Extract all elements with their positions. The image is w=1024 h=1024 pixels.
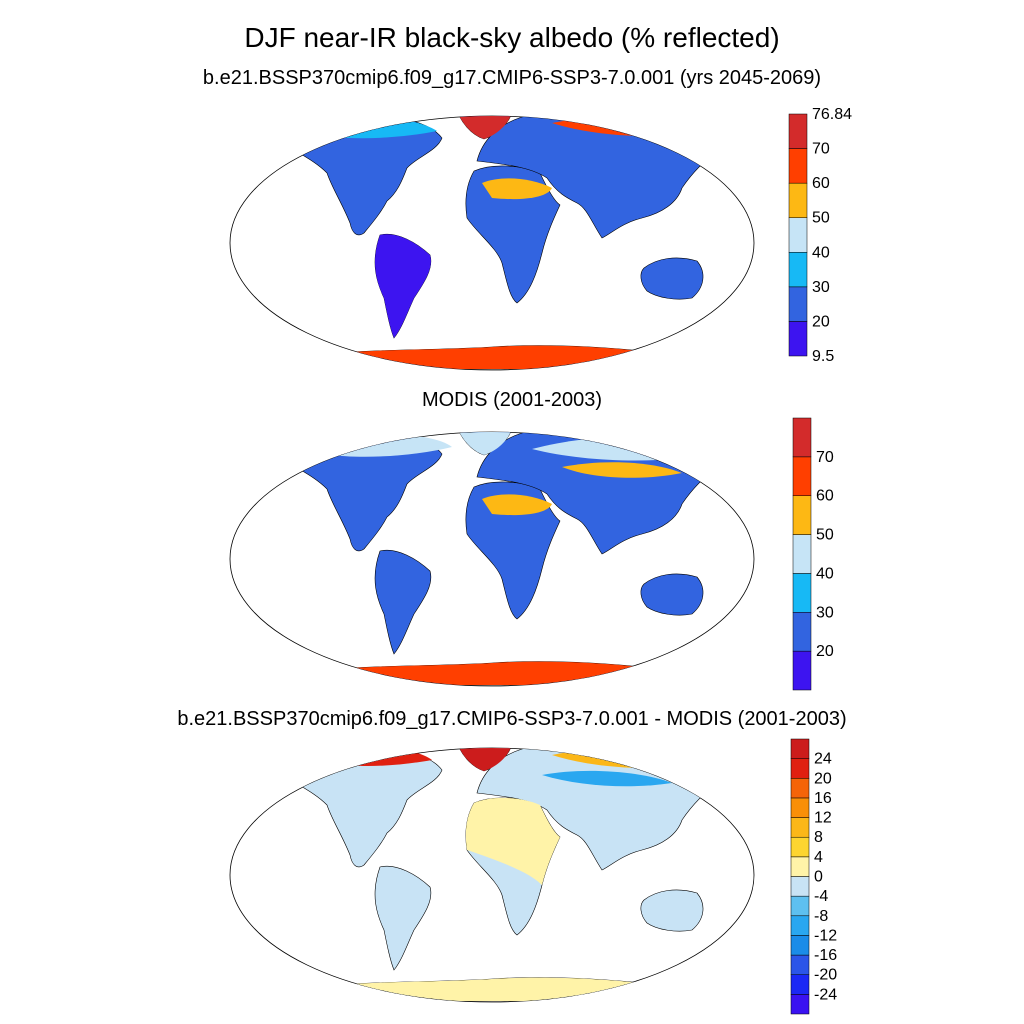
colorbar-panel-1: 9.5 20 30 40 50 60 70 76.84 [788,106,852,365]
colorbar-panel-3: -24 -20 -16 -12 -8 -4 0 4 8 12 16 20 24 [790,738,837,1015]
colorbar-swatch [790,856,810,877]
colorbar-tick-label: 76.84 [812,106,852,123]
colorbar-swatch [790,954,810,975]
colorbar-swatch [788,148,808,184]
panel-3-title: b.e21.BSSP370cmip6.f09_g17.CMIP6-SSP3-7.… [177,708,847,730]
colorbar-tick-label: 60 [816,488,834,505]
colorbar-swatch [790,935,810,956]
colorbar-swatch [790,758,810,779]
colorbar-swatch [792,573,812,613]
colorbar-swatch [788,113,808,149]
colorbar-swatch [788,182,808,218]
colorbar-swatch [792,650,812,691]
colorbar-tick-label: 8 [814,829,823,846]
colorbar-tick-label: 16 [814,790,832,807]
colorbar-panel-2: 20 30 40 50 60 70 [792,417,834,691]
colorbar-tick-label: -4 [814,888,828,905]
colorbar-tick-label: -8 [814,908,828,925]
colorbar-tick-label: 4 [814,849,823,866]
colorbar-swatch [790,895,810,917]
colorbar-tick-label: 30 [812,279,830,296]
colorbar-tick-label: -20 [814,967,837,984]
colorbar-swatch [788,252,808,288]
colorbar-tick-label: -16 [814,947,837,964]
colorbar-tick-label: 50 [812,210,830,227]
map-panel-2 [229,431,755,687]
colorbar-swatch [788,321,808,357]
colorbar-tick-label: 20 [814,770,832,787]
colorbar-tick-label: 60 [812,175,830,192]
colorbar-tick-label: 20 [816,643,834,660]
colorbar-swatch [792,417,812,458]
colorbar-swatch [792,495,812,535]
colorbar-tick-label: 40 [812,244,830,261]
map-panel-3 [229,747,755,1003]
colorbar-swatch [790,836,810,858]
colorbar-swatch [790,974,810,995]
figure-title: DJF near-IR black-sky albedo (% reflecte… [244,22,780,53]
colorbar-swatch [788,286,808,322]
colorbar-tick-label: -24 [814,986,837,1003]
colorbar-swatch [792,612,812,652]
colorbar-swatch [792,534,812,574]
colorbar-swatch [790,797,810,818]
colorbar-swatch [790,738,810,759]
colorbar-swatch [790,915,810,936]
colorbar-tick-label: 20 [812,313,830,330]
colorbar-tick-label: 9.5 [812,348,834,365]
colorbar-tick-label: 50 [816,527,834,544]
colorbar-swatch [790,778,810,799]
colorbar-tick-label: 70 [812,141,830,158]
colorbar-tick-label: -12 [814,927,837,944]
colorbar-swatch [790,994,810,1015]
colorbar-swatch [790,817,810,838]
colorbar-tick-label: 30 [816,604,834,621]
colorbar-tick-label: 70 [816,449,834,466]
colorbar-tick-label: 40 [816,565,834,582]
colorbar-swatch [788,217,808,253]
colorbar-tick-label: 12 [814,810,832,827]
colorbar-swatch [790,876,810,897]
colorbar-swatch [792,456,812,496]
panel-2-title: MODIS (2001-2003) [421,389,603,411]
panel-1-title: b.e21.BSSP370cmip6.f09_g17.CMIP6-SSP3-7.… [202,67,822,89]
colorbar-tick-label: 24 [814,751,832,768]
map-panel-1 [229,115,755,371]
colorbar-tick-label: 0 [814,869,823,886]
